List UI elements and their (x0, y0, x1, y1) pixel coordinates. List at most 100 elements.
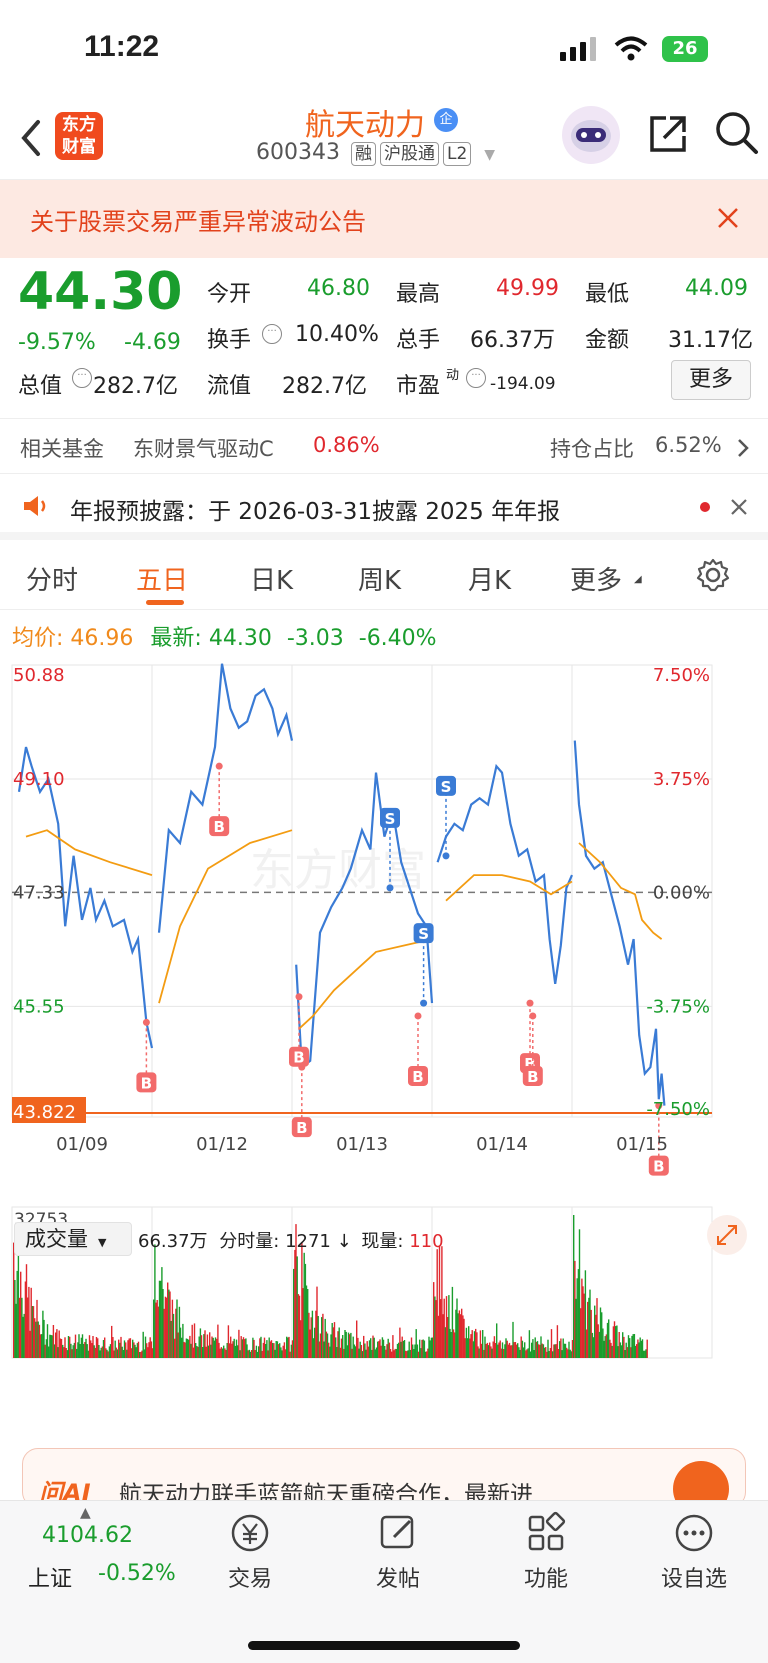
marker-dot (526, 999, 534, 1007)
arrow-icon[interactable] (673, 1461, 729, 1507)
volume-bar (356, 1320, 358, 1358)
tab-more[interactable]: 更多 (570, 566, 623, 596)
volume-bar (378, 1341, 380, 1358)
volume-bar (252, 1337, 254, 1358)
volume-bar (186, 1338, 189, 1358)
gear-icon[interactable] (696, 558, 730, 592)
volume-bar (350, 1332, 352, 1358)
alert-banner[interactable]: 关于股票交易严重异常波动公告 (0, 180, 768, 258)
post-label: 发帖 (375, 1567, 420, 1592)
volume-bar (38, 1324, 41, 1358)
close-icon[interactable] (730, 498, 748, 516)
low-value: 44.09 (685, 276, 748, 301)
volume-bar (417, 1351, 420, 1358)
volume-bar (119, 1342, 121, 1358)
volume-bar (315, 1310, 317, 1358)
volume-bar (639, 1337, 641, 1358)
close-icon[interactable] (716, 206, 740, 230)
tab-weekly-k[interactable]: 周K (358, 566, 402, 596)
volume-bar (214, 1337, 217, 1358)
volume-bar (627, 1335, 630, 1358)
tab-daily-k[interactable]: 日K (250, 566, 294, 596)
volume-bar (193, 1323, 196, 1358)
volume-bar (538, 1344, 540, 1358)
back-icon[interactable] (18, 118, 42, 158)
volume-bar (71, 1349, 73, 1358)
volume-bar (461, 1308, 463, 1358)
related-fund-row[interactable]: 相关基金 东财景气驱动C 0.86% 持仓占比 6.52% (0, 418, 768, 474)
volume-bar (528, 1330, 531, 1358)
post-button[interactable]: 发帖 (358, 1511, 438, 1593)
volume-bar (51, 1335, 53, 1358)
volume-bar (207, 1345, 210, 1358)
clock: 11:22 (84, 30, 160, 63)
volume-bar (323, 1341, 325, 1358)
volume-bar (34, 1318, 36, 1358)
volume-bar (555, 1344, 557, 1358)
volume-bar (235, 1339, 238, 1358)
volume-bar (396, 1343, 399, 1358)
dropdown-icon[interactable]: ▼ (484, 147, 496, 163)
volume-bar (345, 1331, 347, 1358)
y-axis-label: 45.55 (13, 996, 65, 1017)
tab-intraday[interactable]: 分时 (26, 566, 79, 596)
index-change: -0.52% (98, 1561, 176, 1586)
buy-marker (291, 1117, 312, 1138)
volume-bar (221, 1348, 224, 1358)
volume-bar (70, 1343, 72, 1358)
volume-bar (206, 1334, 209, 1358)
tick-volume: 1271 (285, 1231, 331, 1252)
volume-bar (170, 1320, 172, 1358)
tab-five-day[interactable]: 五日 (136, 566, 189, 596)
volume-bar (444, 1327, 447, 1358)
turnover-value: 10.40% (295, 322, 379, 347)
info-icon[interactable]: ··· (466, 368, 486, 388)
volume-bar (343, 1348, 345, 1358)
stock-header: 东方财富 航天动力 企 600343 融沪股通 L2 ▼ (0, 96, 768, 180)
volume-bar (174, 1338, 176, 1358)
volume-bar (39, 1334, 42, 1358)
volume-bar (535, 1341, 538, 1358)
volume-bar (501, 1342, 504, 1358)
info-icon[interactable]: ··· (72, 368, 92, 388)
volume-bar (94, 1347, 97, 1358)
volume-bar (609, 1339, 611, 1358)
volume-bar (314, 1327, 316, 1358)
volume-bar (265, 1344, 267, 1358)
add-watchlist-button[interactable]: 设自选 (654, 1511, 734, 1593)
volume-bar (23, 1313, 25, 1358)
tab-monthly-k[interactable]: 月K (468, 566, 512, 596)
volume-bar (52, 1325, 55, 1358)
add-watchlist-label: 设自选 (660, 1567, 727, 1592)
volume-bar (237, 1345, 239, 1358)
ask-ai-banner[interactable]: 问AI 航天动力联手蓝箭航天重磅合作，最新进 (22, 1448, 746, 1508)
share-icon[interactable] (646, 112, 690, 156)
volume-bar (358, 1348, 360, 1358)
info-icon[interactable]: ··· (262, 324, 282, 344)
trade-button[interactable]: 交易 (210, 1511, 290, 1593)
volume-bar (506, 1340, 508, 1358)
volume-selector[interactable]: 成交量 ▼ (14, 1222, 132, 1256)
notice-row[interactable]: 年报预披露：于 2026-03-31披露 2025 年年报 (0, 474, 768, 540)
volume-bar (445, 1296, 448, 1358)
volume-bar (87, 1350, 90, 1358)
function-button[interactable]: 功能 (506, 1511, 586, 1593)
assistant-avatar[interactable] (562, 106, 620, 164)
volume-bar (32, 1306, 35, 1358)
volume-bar (542, 1344, 545, 1358)
volume-bar (261, 1350, 263, 1358)
more-button[interactable]: 更多 (671, 360, 751, 400)
volume-bar (610, 1342, 612, 1358)
volume-bar (354, 1346, 357, 1358)
volume-bar (225, 1349, 227, 1358)
volume-bar (14, 1280, 16, 1358)
volume-bar (135, 1347, 137, 1358)
five-day-chart[interactable]: 东方财富BBBBBSSSBBB50.8849.1047.3345.5543.82… (0, 655, 768, 1360)
volume-bar (55, 1332, 57, 1358)
volume-bar (179, 1327, 182, 1358)
volume-bar (77, 1342, 79, 1358)
volume-bar (464, 1338, 466, 1358)
volume-bar (151, 1348, 154, 1358)
search-icon[interactable] (714, 110, 760, 156)
volume-bar (332, 1327, 335, 1358)
